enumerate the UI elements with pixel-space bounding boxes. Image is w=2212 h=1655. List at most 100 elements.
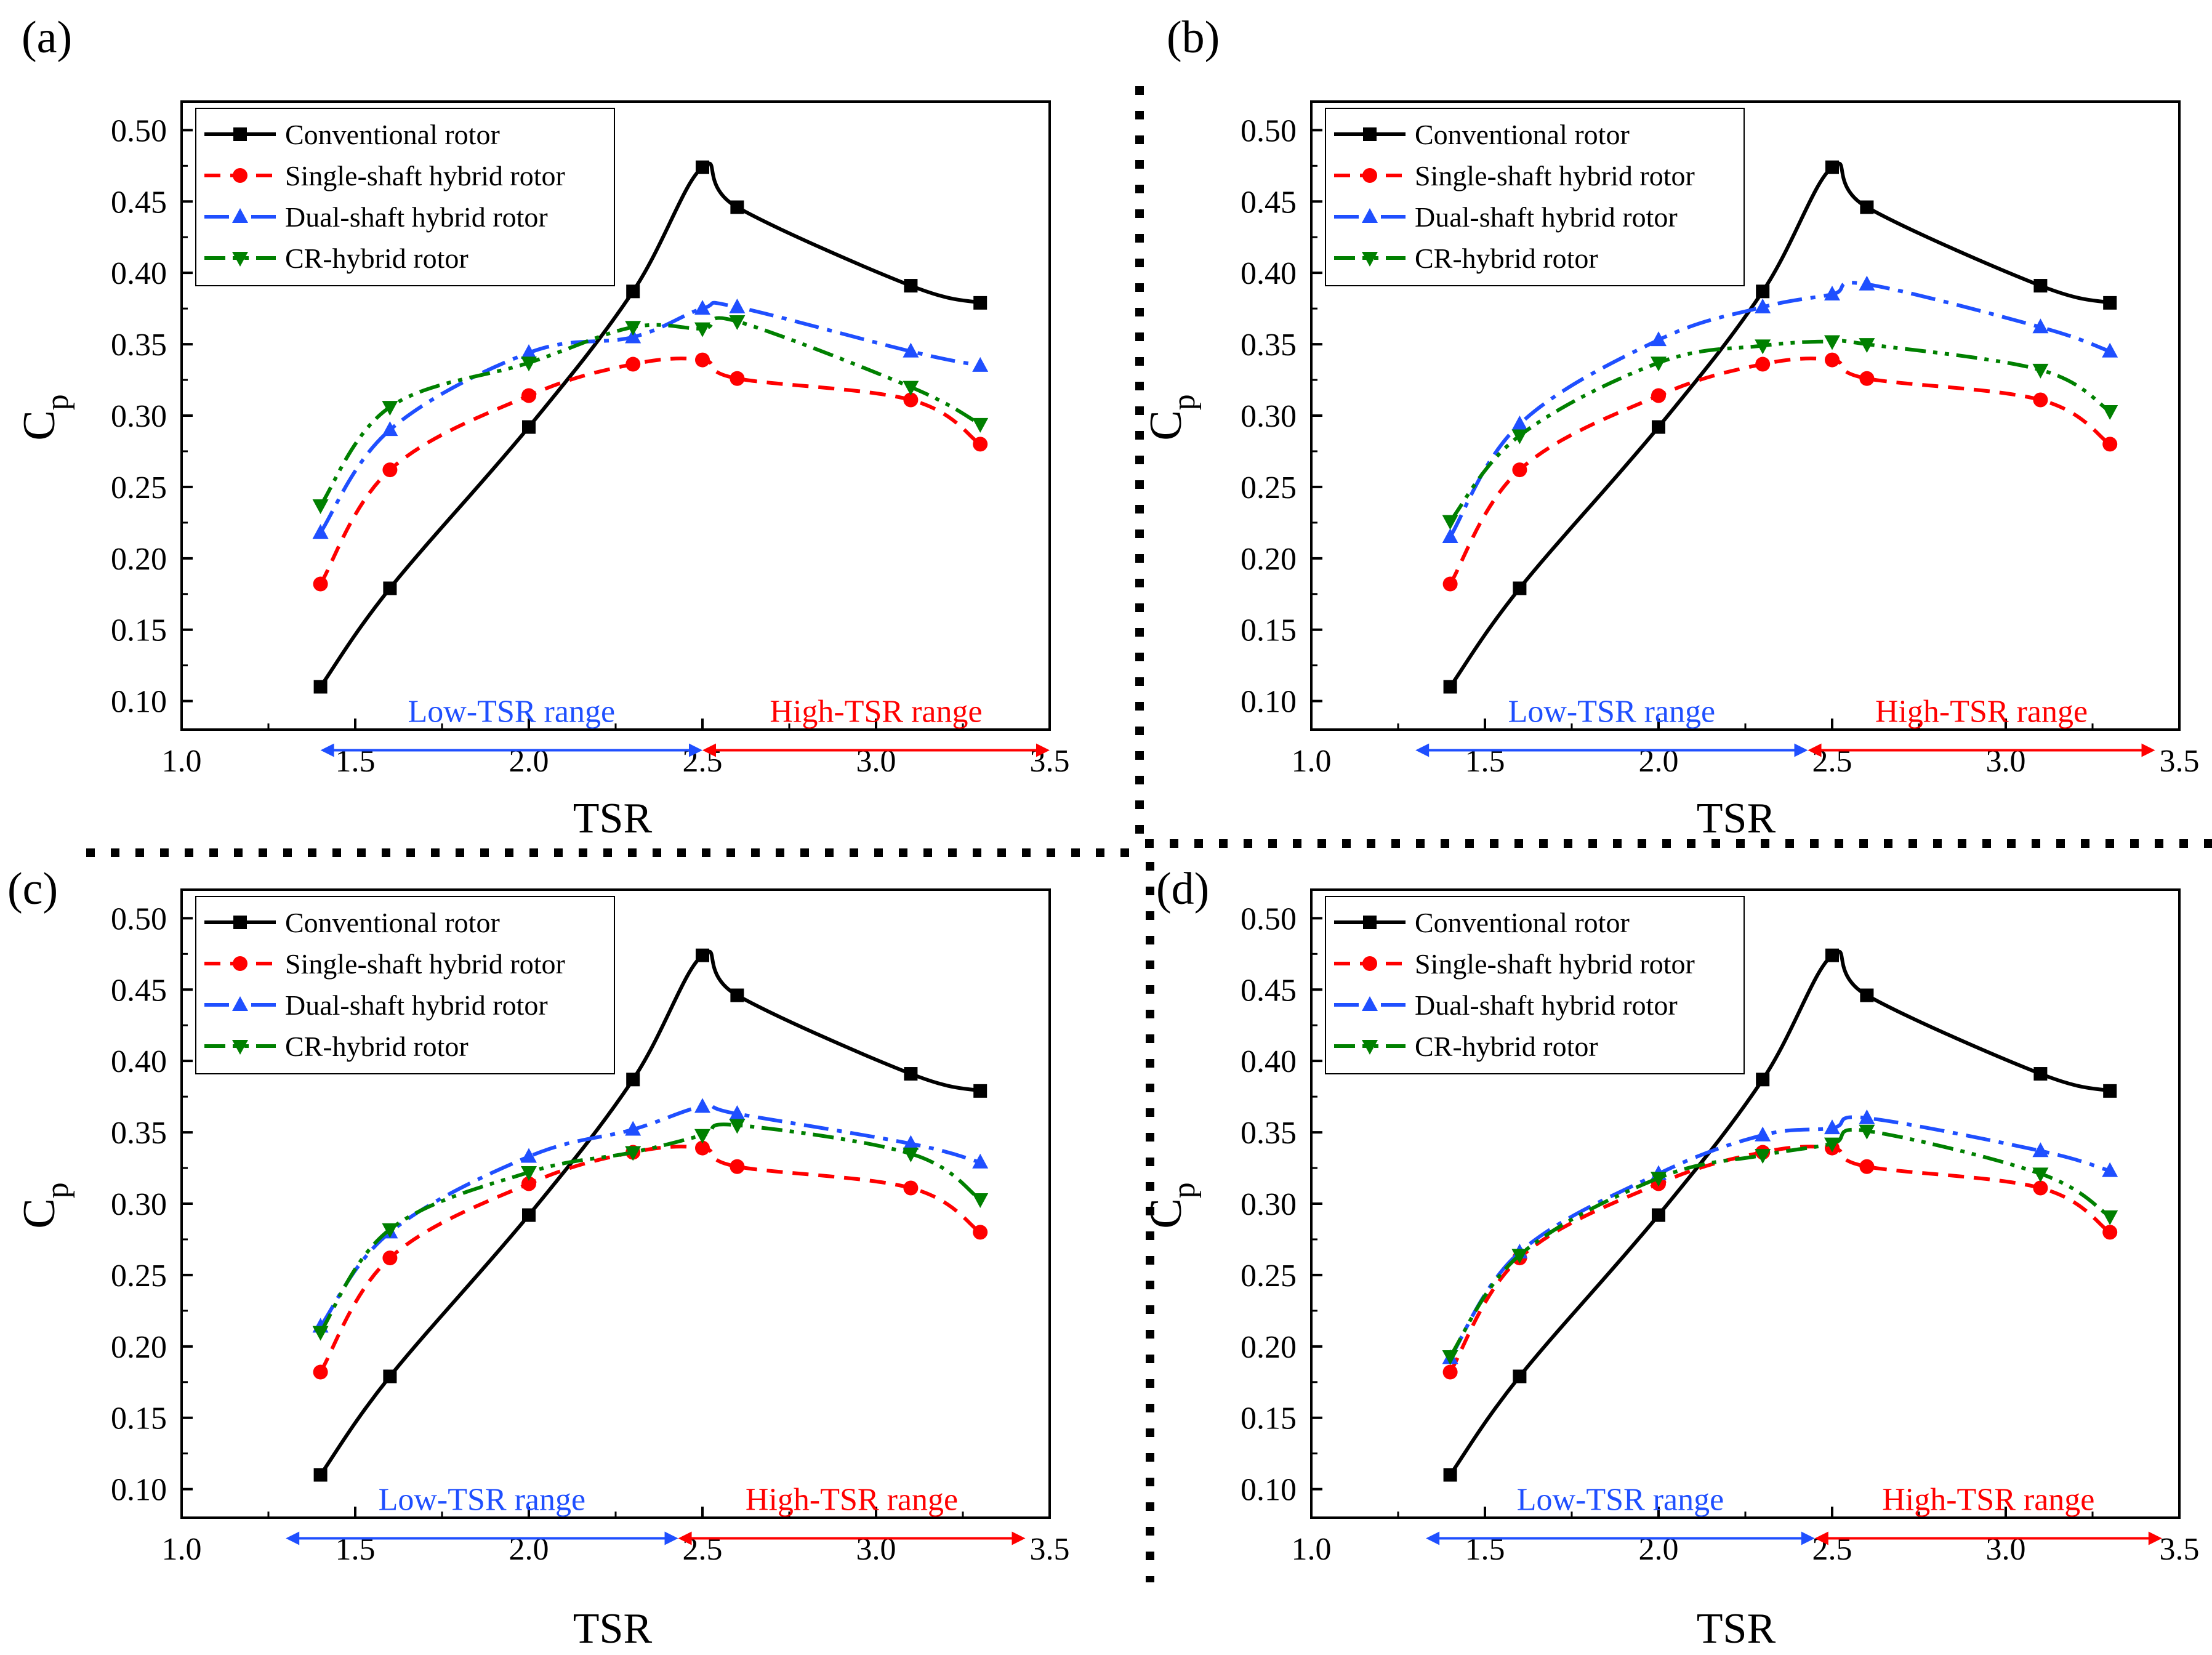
data-point bbox=[972, 356, 989, 372]
data-point bbox=[1513, 1369, 1527, 1383]
legend-marker bbox=[233, 916, 247, 929]
series-2 bbox=[1442, 352, 2118, 592]
legend-label: Conventional rotor bbox=[285, 119, 500, 150]
chart-panel-3: (c)1.0 1.5 2.0 2.5 3.0 3.50.100.150.200.250.3… bbox=[7, 864, 1070, 1653]
y-axis-title: Cp bbox=[1141, 1182, 1202, 1228]
y-tick-label: 0.10 bbox=[1241, 685, 1297, 720]
data-point bbox=[383, 1369, 397, 1383]
data-point bbox=[313, 680, 328, 694]
data-point bbox=[1825, 948, 1839, 962]
y-axis-title-main: C bbox=[1141, 410, 1191, 440]
legend-marker bbox=[1363, 127, 1377, 141]
series-line bbox=[1449, 281, 2111, 538]
data-point bbox=[1651, 1172, 1667, 1187]
data-point bbox=[1860, 988, 1874, 1002]
data-point bbox=[1859, 371, 1875, 386]
series-line bbox=[319, 316, 981, 507]
legend-marker bbox=[1363, 916, 1377, 929]
y-tick-label: 0.10 bbox=[111, 1473, 167, 1508]
legend-label: Dual-shaft hybrid rotor bbox=[1415, 989, 1678, 1021]
data-point bbox=[2102, 1225, 2118, 1240]
data-point bbox=[1442, 1350, 1458, 1366]
x-tick-label: 1.0 bbox=[162, 1532, 202, 1567]
y-axis-title: Cp bbox=[14, 394, 75, 440]
data-point bbox=[1755, 1126, 1771, 1142]
legend-label: Dual-shaft hybrid rotor bbox=[1415, 201, 1678, 233]
data-point bbox=[2102, 342, 2118, 358]
data-point bbox=[903, 1180, 919, 1196]
legend-label: Conventional rotor bbox=[285, 907, 500, 938]
data-point bbox=[696, 160, 709, 174]
y-tick-label: 0.45 bbox=[1241, 185, 1297, 220]
y-tick-label: 0.30 bbox=[1241, 1187, 1297, 1222]
y-tick-label: 0.40 bbox=[1241, 256, 1297, 291]
data-point bbox=[1860, 200, 1874, 214]
data-point bbox=[1825, 352, 1840, 368]
y-tick-label: 0.10 bbox=[1241, 1473, 1297, 1508]
data-point bbox=[521, 1166, 537, 1181]
legend: Conventional rotor Single-shaft hybrid ro… bbox=[195, 896, 615, 1074]
data-point bbox=[2032, 1167, 2049, 1183]
y-tick-label: 0.40 bbox=[1241, 1044, 1297, 1079]
data-point bbox=[521, 344, 537, 359]
legend-marker bbox=[232, 252, 248, 267]
data-point bbox=[1652, 420, 1665, 434]
legend-label: Single-shaft hybrid rotor bbox=[1415, 160, 1695, 191]
data-point bbox=[2033, 1067, 2048, 1081]
legend-label: CR-hybrid rotor bbox=[285, 243, 469, 274]
data-point bbox=[382, 1223, 398, 1238]
range-label: Low-TSR range bbox=[1508, 695, 1715, 730]
legend-marker bbox=[232, 208, 248, 223]
legend-marker bbox=[1362, 996, 1378, 1011]
series-4 bbox=[1442, 1124, 2118, 1366]
legend-label: Dual-shaft hybrid rotor bbox=[285, 989, 548, 1021]
x-tick-label: 1.0 bbox=[1292, 744, 1332, 779]
data-point bbox=[1756, 1073, 1770, 1087]
legend-marker bbox=[1362, 168, 1377, 183]
legend-marker bbox=[232, 1040, 248, 1055]
data-point bbox=[903, 392, 919, 408]
range-arrow-head-right bbox=[2148, 1531, 2162, 1545]
data-point bbox=[1859, 275, 1875, 291]
data-point bbox=[2032, 318, 2049, 334]
series-1 bbox=[313, 948, 987, 1482]
legend-marker bbox=[1362, 956, 1377, 971]
data-point bbox=[973, 296, 987, 310]
x-axis-title: TSR bbox=[573, 1605, 653, 1653]
data-point bbox=[382, 1250, 398, 1266]
data-point bbox=[903, 381, 919, 396]
chart-panel-2: (b)1.0 1.5 2.0 2.5 3.0 3.50.100.150.200.250.3… bbox=[1141, 12, 2200, 842]
data-point bbox=[973, 1225, 988, 1240]
y-tick-label: 0.50 bbox=[1241, 113, 1297, 148]
data-point bbox=[382, 401, 398, 416]
series-line bbox=[319, 1103, 981, 1328]
data-point bbox=[1651, 331, 1667, 347]
range-arrow-head-right bbox=[1036, 743, 1050, 757]
x-axis-title: TSR bbox=[573, 795, 653, 842]
series-4 bbox=[312, 1119, 989, 1341]
legend-label: Conventional rotor bbox=[1415, 907, 1630, 938]
data-point bbox=[521, 1148, 537, 1163]
x-tick-label: 3.5 bbox=[2160, 744, 2200, 779]
range-arrow-head-right bbox=[1011, 1531, 1026, 1545]
y-tick-label: 0.20 bbox=[1241, 542, 1297, 577]
series-line bbox=[1449, 161, 2110, 688]
data-point bbox=[313, 1468, 328, 1482]
data-point bbox=[1859, 1159, 1875, 1174]
data-point bbox=[1755, 298, 1771, 313]
data-point bbox=[625, 328, 641, 344]
range-arrow-head-right bbox=[1794, 743, 1808, 757]
data-point bbox=[729, 315, 746, 330]
data-point bbox=[973, 437, 988, 452]
range-arrow-head-right bbox=[1801, 1531, 1815, 1545]
data-point bbox=[2032, 1142, 2049, 1158]
series-1 bbox=[1443, 160, 2117, 694]
range-label: High-TSR range bbox=[1882, 1483, 2094, 1518]
series-3 bbox=[1442, 275, 2118, 544]
data-point bbox=[1443, 1468, 1457, 1482]
y-tick-label: 0.20 bbox=[1241, 1330, 1297, 1365]
data-point bbox=[1442, 1364, 1458, 1380]
series-line bbox=[319, 949, 981, 1476]
data-point bbox=[1442, 576, 1458, 592]
